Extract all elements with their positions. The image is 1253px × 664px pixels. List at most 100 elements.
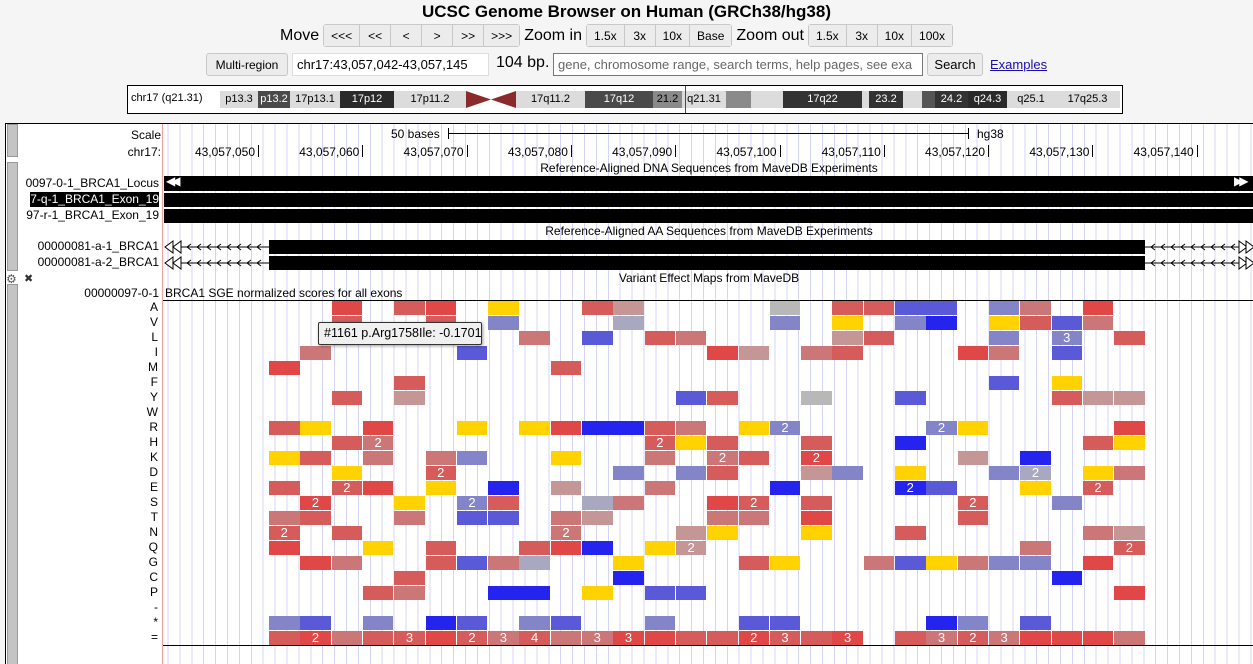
ideogram-band[interactable]: 17p11.2 xyxy=(394,91,466,108)
heatmap-cell[interactable] xyxy=(1020,541,1051,555)
heatmap-cell[interactable] xyxy=(362,586,394,600)
gear-icon[interactable]: ⚙ xyxy=(6,272,17,286)
heatmap-cell[interactable] xyxy=(1082,391,1114,405)
heatmap-cell[interactable] xyxy=(988,556,1020,570)
heatmap-cell[interactable] xyxy=(456,511,488,525)
heatmap-cell[interactable] xyxy=(957,556,989,570)
heatmap-cell[interactable]: 2 xyxy=(1082,481,1114,495)
heatmap-cell[interactable] xyxy=(769,481,801,495)
heatmap-cell[interactable] xyxy=(988,301,1020,315)
heatmap-cell[interactable] xyxy=(425,556,456,570)
heatmap-cell[interactable] xyxy=(394,496,425,510)
heatmap-cell[interactable] xyxy=(644,541,676,555)
dna-item-label[interactable]: 97-r-1_BRCA1_Exon_19 xyxy=(18,208,159,223)
ideogram-band[interactable]: 24.2 xyxy=(935,91,968,108)
heatmap-cell[interactable] xyxy=(1082,436,1114,450)
heatmap-cell[interactable] xyxy=(331,301,363,315)
zoom-in-button[interactable]: Base xyxy=(690,25,732,46)
heatmap-cell[interactable] xyxy=(1051,496,1082,510)
heatmap-cell[interactable] xyxy=(488,496,519,510)
heatmap-cell[interactable] xyxy=(456,451,488,465)
heatmap-cell[interactable]: 2 xyxy=(456,496,488,510)
dna-item-label-selected[interactable]: 7-q-1_BRCA1_Exon_19 xyxy=(18,192,159,207)
heatmap-cell[interactable] xyxy=(362,631,394,645)
heatmap-cell[interactable] xyxy=(675,631,707,645)
heatmap-cell[interactable]: 2 xyxy=(926,421,957,435)
heatmap-cell[interactable] xyxy=(644,421,676,435)
heatmap-cell[interactable] xyxy=(488,556,519,570)
heatmap-cell[interactable] xyxy=(675,586,707,600)
search-input[interactable]: gene, chromosome range, search terms, he… xyxy=(553,53,923,76)
heatmap-cell[interactable] xyxy=(582,421,613,435)
heatmap-cell[interactable] xyxy=(394,571,425,585)
heatmap-cell[interactable] xyxy=(269,511,300,525)
heatmap-cell[interactable] xyxy=(613,496,644,510)
heatmap-cell[interactable] xyxy=(300,556,331,570)
heatmap-cell[interactable] xyxy=(425,616,456,630)
heatmap-cell[interactable] xyxy=(832,301,863,315)
heatmap-cell[interactable]: 3 xyxy=(926,631,957,645)
heatmap-cell[interactable] xyxy=(1020,316,1051,330)
heatmap-cell[interactable] xyxy=(550,451,582,465)
dna-feature-bar[interactable] xyxy=(164,209,1253,223)
heatmap-cell[interactable] xyxy=(801,526,832,540)
heatmap-cell[interactable] xyxy=(707,466,738,480)
dna-item-label[interactable]: 0097-0-1_BRCA1_Locus xyxy=(18,176,159,191)
heatmap-cell[interactable] xyxy=(613,316,644,330)
heatmap-cell[interactable] xyxy=(801,391,832,405)
move-button[interactable]: << xyxy=(360,25,392,46)
heatmap-cell[interactable] xyxy=(675,391,707,405)
heatmap-cell[interactable] xyxy=(644,616,676,630)
heatmap-cell[interactable] xyxy=(801,511,832,525)
heatmap-cell[interactable] xyxy=(582,301,613,315)
effect-track-handle[interactable] xyxy=(7,284,18,664)
heatmap-cell[interactable] xyxy=(269,541,300,555)
heatmap-cell[interactable] xyxy=(582,331,613,345)
heatmap-cell[interactable] xyxy=(300,346,331,360)
heatmap-cell[interactable] xyxy=(644,631,676,645)
heatmap-cell[interactable]: 2 xyxy=(675,541,707,555)
heatmap-cell[interactable]: 2 xyxy=(738,631,769,645)
heatmap-cell[interactable] xyxy=(926,481,957,495)
heatmap-cell[interactable] xyxy=(738,556,769,570)
heatmap-cell[interactable] xyxy=(269,451,300,465)
heatmap-cell[interactable] xyxy=(582,541,613,555)
heatmap-cell[interactable] xyxy=(1114,421,1145,435)
heatmap-cell[interactable] xyxy=(1020,301,1051,315)
heatmap-cell[interactable] xyxy=(300,616,331,630)
heatmap-cell[interactable]: 2 xyxy=(269,526,300,540)
heatmap-cell[interactable] xyxy=(550,631,582,645)
heatmap-cell[interactable]: 2 xyxy=(1114,541,1145,555)
heatmap-cell[interactable]: 3 xyxy=(582,631,613,645)
heatmap-cell[interactable] xyxy=(456,421,488,435)
heatmap-cell[interactable]: 2 xyxy=(801,451,832,465)
heatmap-cell[interactable] xyxy=(769,616,801,630)
heatmap-cell[interactable] xyxy=(832,346,863,360)
heatmap-cell[interactable] xyxy=(582,586,613,600)
heatmap-cell[interactable] xyxy=(394,586,425,600)
heatmap-cell[interactable] xyxy=(550,361,582,375)
heatmap-cell[interactable] xyxy=(707,391,738,405)
heatmap-cell[interactable] xyxy=(675,421,707,435)
heatmap-cell[interactable] xyxy=(1114,331,1145,345)
heatmap-cell[interactable] xyxy=(425,451,456,465)
heatmap-cell[interactable] xyxy=(1082,316,1114,330)
move-button[interactable]: >> xyxy=(453,25,485,46)
heatmap-cell[interactable] xyxy=(1082,526,1114,540)
dna-feature-bar[interactable] xyxy=(164,193,1253,207)
ideogram-band[interactable]: 23.2 xyxy=(869,91,903,108)
heatmap-cell[interactable] xyxy=(362,541,394,555)
heatmap-cell[interactable] xyxy=(488,586,519,600)
heatmap-cell[interactable] xyxy=(675,331,707,345)
ideogram-band[interactable]: 17q11.2 xyxy=(516,91,585,108)
heatmap-cell[interactable] xyxy=(1051,346,1082,360)
heatmap-cell[interactable] xyxy=(1114,466,1145,480)
heatmap-cell[interactable] xyxy=(926,316,957,330)
heatmap-cell[interactable] xyxy=(1051,376,1082,390)
heatmap-cell[interactable] xyxy=(519,541,550,555)
heatmap-cell[interactable] xyxy=(519,331,550,345)
heatmap-cell[interactable] xyxy=(362,421,394,435)
heatmap-cell[interactable] xyxy=(863,301,895,315)
close-icon[interactable]: ✖ xyxy=(24,273,34,285)
heatmap-cell[interactable] xyxy=(1051,571,1082,585)
